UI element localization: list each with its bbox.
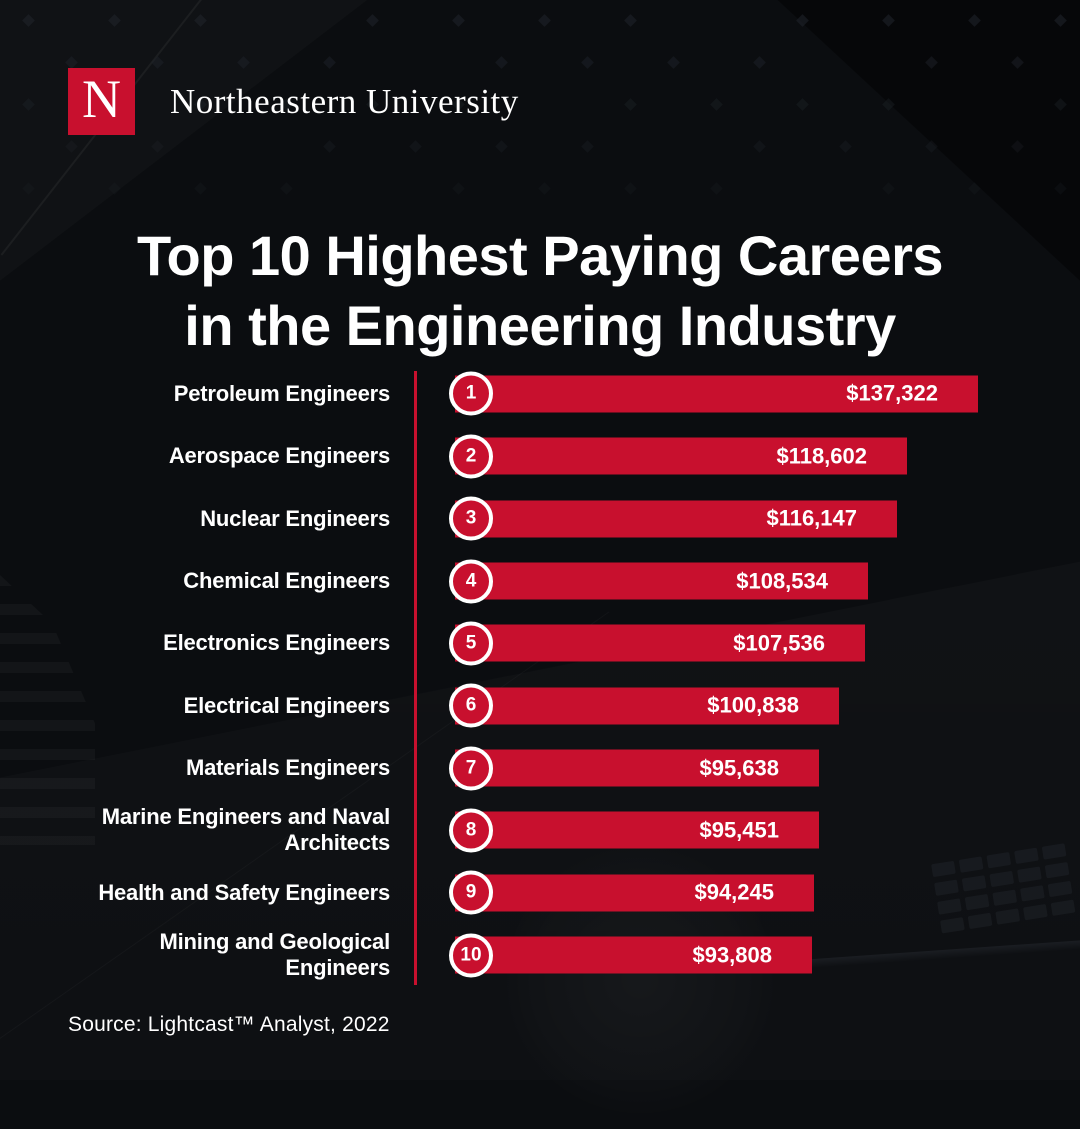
salary-value: $116,147	[766, 505, 857, 531]
rank-badge-number: 5	[465, 632, 477, 654]
salary-bar: 10 $93,808	[449, 933, 812, 978]
logo-wordmark: Northeastern University	[170, 81, 519, 121]
source-note: Source: Lightcast™ Analyst, 2022	[68, 1013, 390, 1036]
rank-badge: 8	[449, 808, 493, 853]
rank-badge: 2	[449, 434, 493, 479]
rank-badge-number: 4	[465, 570, 477, 591]
salary-value: $95,638	[699, 755, 779, 781]
chart-row: Electronics Engineers 5 $107,536	[0, 612, 1080, 674]
salary-bar: 7 $95,638	[449, 746, 819, 791]
career-label: Mining and Geological Engineers	[159, 929, 391, 981]
career-label: Electronics Engineers	[163, 630, 390, 656]
rank-badge: 9	[449, 870, 493, 915]
rank-badge-number: 6	[465, 694, 477, 716]
chart-row: Mining and Geological Engineers 10 $93,8…	[0, 924, 1080, 986]
salary-bar: 6 $100,838	[449, 683, 839, 728]
rank-badge-number: 1	[465, 382, 477, 404]
chart-row: Aerospace Engineers 2 $118,602	[0, 425, 1080, 487]
salary-bar: 3 $116,147	[449, 496, 897, 541]
northeastern-n-logo-icon: N	[68, 68, 135, 135]
salary-bar: 2 $118,602	[449, 434, 907, 479]
rank-badge-number: 3	[465, 507, 477, 529]
rank-badge: 3	[449, 496, 493, 541]
rank-badge-number: 7	[465, 757, 477, 779]
chart-rows: Petroleum Engineers 1 $137,322 Aerospace…	[0, 363, 1080, 986]
rank-badge-number: 2	[465, 445, 477, 467]
salary-value: $95,451	[699, 817, 779, 843]
career-label: Materials Engineers	[185, 755, 390, 781]
salary-bar: 8 $95,451	[449, 808, 819, 853]
salary-value: $93,808	[692, 942, 772, 968]
career-label: Nuclear Engineers	[200, 505, 390, 531]
rank-badge: 6	[449, 683, 493, 728]
career-label: Chemical Engineers	[183, 568, 390, 593]
salary-bar: 5 $107,536	[449, 621, 865, 666]
bar-chart: Petroleum Engineers 1 $137,322 Aerospace…	[0, 363, 1080, 986]
chart-row: Health and Safety Engineers 9 $94,245	[0, 862, 1080, 924]
rank-badge: 10	[449, 933, 493, 978]
title-line-2: in the Engineering Industry	[184, 293, 896, 357]
chart-row: Chemical Engineers 4 $108,534	[0, 550, 1080, 612]
title-line-1: Top 10 Highest Paying Careers	[136, 223, 944, 287]
career-label: Marine Engineers and Naval Architects	[101, 804, 390, 856]
career-label: Health and Safety Engineers	[98, 879, 390, 905]
rank-badge-number: 8	[465, 819, 477, 841]
salary-value: $107,536	[733, 630, 825, 656]
salary-bar: 9 $94,245	[449, 870, 814, 915]
chart-row: Electrical Engineers 6 $100,838	[0, 675, 1080, 737]
salary-bar: 4 $108,534	[449, 559, 868, 603]
salary-value: $94,245	[694, 879, 774, 905]
chart-axis-line	[414, 371, 417, 985]
northeastern-logo: N Northeastern University	[68, 68, 519, 135]
career-label: Petroleum Engineers	[173, 380, 390, 406]
salary-value: $100,838	[707, 692, 799, 718]
salary-bar: 1 $137,322	[449, 371, 978, 416]
salary-value: $118,602	[776, 443, 867, 469]
salary-value: $137,322	[846, 380, 938, 406]
page-title: Top 10 Highest Paying Careers in the Eng…	[0, 221, 1080, 361]
career-label: Electrical Engineers	[183, 692, 391, 718]
career-label: Aerospace Engineers	[168, 443, 390, 469]
chart-row: Marine Engineers and Naval Architects 8 …	[0, 799, 1080, 861]
salary-value: $108,534	[736, 568, 828, 593]
rank-badge: 5	[449, 621, 493, 666]
rank-badge-number: 10	[460, 944, 482, 966]
rank-badge: 1	[449, 371, 493, 416]
rank-badge: 4	[449, 559, 493, 603]
chart-row: Materials Engineers 7 $95,638	[0, 737, 1080, 799]
logo-letter: N	[82, 69, 121, 129]
chart-row: Nuclear Engineers 3 $116,147	[0, 487, 1080, 549]
rank-badge-number: 9	[465, 881, 477, 903]
rank-badge: 7	[449, 746, 493, 791]
chart-row: Petroleum Engineers 1 $137,322	[0, 363, 1080, 425]
